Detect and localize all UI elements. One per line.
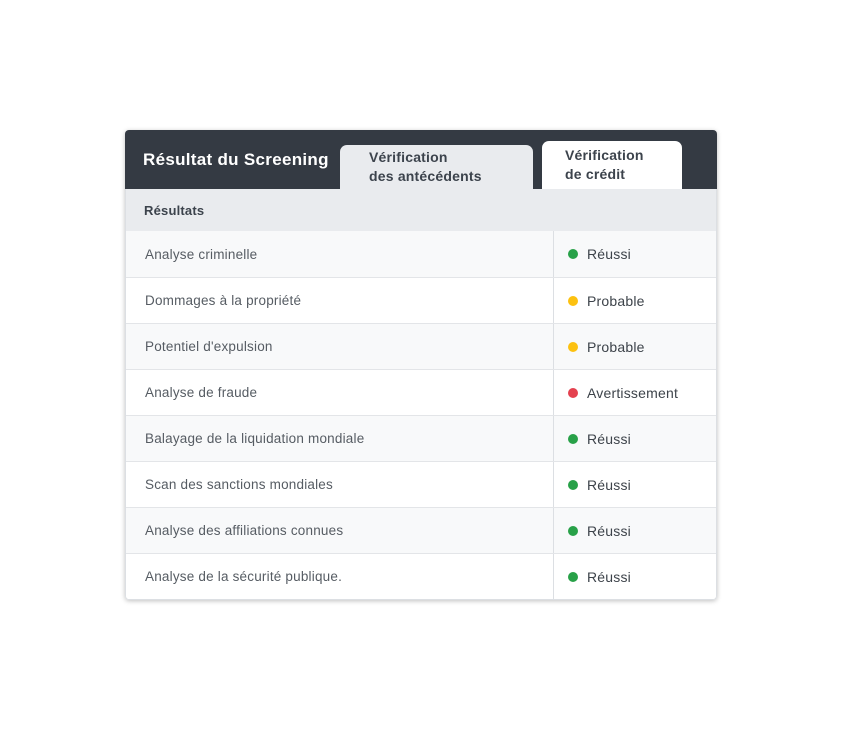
status-dot-icon <box>568 295 578 306</box>
check-name: Scan des sanctions mondiales <box>145 477 333 492</box>
status-label: Probable <box>587 292 645 309</box>
tab-background-check[interactable]: Vérification des antécédents <box>340 145 533 189</box>
status-cell: Réussi <box>553 416 716 461</box>
status-label: Avertissement <box>587 384 679 401</box>
status-label: Réussi <box>587 568 631 585</box>
tab-credit-check[interactable]: Vérification de crédit <box>542 141 682 189</box>
status-label: Réussi <box>587 522 631 539</box>
table-row: Analyse des affiliations connues Réussi <box>126 507 716 553</box>
status-dot-icon <box>568 341 578 352</box>
table-row: Scan des sanctions mondiales Réussi <box>126 461 716 507</box>
status-cell: Réussi <box>553 554 716 599</box>
check-name: Analyse de la sécurité publique. <box>145 569 343 584</box>
status-dot-icon <box>568 433 578 444</box>
status-cell: Réussi <box>553 231 716 277</box>
table-row: Analyse criminelle Réussi <box>126 231 716 277</box>
check-name: Analyse criminelle <box>145 246 258 262</box>
results-section-header: Résultats <box>126 189 716 231</box>
check-name: Balayage de la liquidation mondiale <box>145 431 365 446</box>
status-cell: Réussi <box>553 508 716 553</box>
table-row: Analyse de fraude Avertissement <box>126 369 716 415</box>
table-row: Balayage de la liquidation mondiale Réus… <box>126 415 716 461</box>
card-title: Résultat du Screening <box>143 149 329 169</box>
status-label: Réussi <box>587 430 631 447</box>
status-cell: Probable <box>553 278 716 323</box>
status-cell: Avertissement <box>553 370 716 415</box>
status-dot-icon <box>568 479 578 490</box>
check-name: Analyse de fraude <box>145 385 258 400</box>
status-dot-icon <box>568 525 578 536</box>
status-cell: Probable <box>553 324 716 369</box>
card-body: Résultats Analyse criminelle Réussi Domm… <box>125 189 717 600</box>
table-row: Analyse de la sécurité publique. Réussi <box>126 553 716 599</box>
status-dot-icon <box>568 387 578 398</box>
tab-background-check-label: Vérification des antécédents <box>369 149 482 184</box>
status-label: Probable <box>587 338 645 355</box>
check-name: Potentiel d'expulsion <box>145 339 273 354</box>
results-section-label: Résultats <box>144 202 205 218</box>
status-dot-icon <box>568 571 578 582</box>
status-label: Réussi <box>587 246 631 262</box>
screening-result-card: Résultat du Screening Vérification des a… <box>125 130 717 600</box>
status-label: Réussi <box>587 476 631 493</box>
table-row: Potentiel d'expulsion Probable <box>126 323 716 369</box>
table-row: Dommages à la propriété Probable <box>126 277 716 323</box>
results-table: Analyse criminelle Réussi Dommages à la … <box>126 231 716 599</box>
check-name: Analyse des affiliations connues <box>145 523 344 538</box>
card-header: Résultat du Screening Vérification des a… <box>125 130 717 189</box>
tab-credit-check-label: Vérification de crédit <box>565 147 644 182</box>
status-dot-icon <box>568 249 578 259</box>
status-cell: Réussi <box>553 462 716 507</box>
check-name: Dommages à la propriété <box>145 293 302 308</box>
